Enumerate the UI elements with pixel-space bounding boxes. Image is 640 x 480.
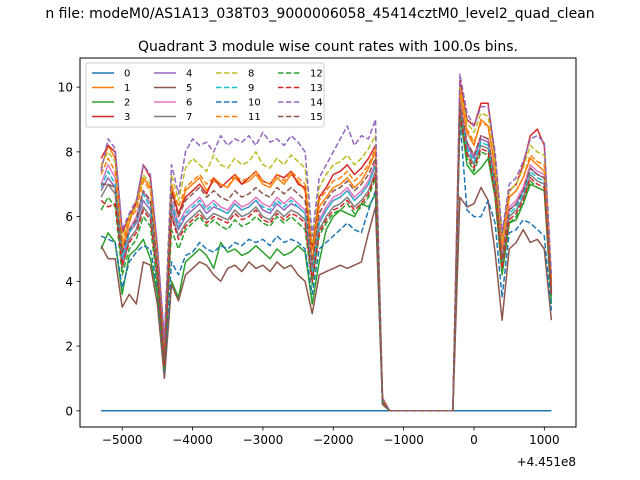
series-line-5 bbox=[100, 186, 553, 412]
legend-entry: 7 bbox=[186, 112, 192, 123]
legend-entry: 12 bbox=[310, 69, 323, 80]
plot-frame bbox=[79, 57, 577, 428]
legend-box bbox=[85, 62, 325, 128]
x-tick-label: −3000 bbox=[243, 433, 284, 447]
legend-entry: 2 bbox=[124, 98, 130, 109]
legend-entry: 4 bbox=[186, 69, 192, 80]
x-tick-label: −4000 bbox=[172, 433, 213, 447]
y-tick-label: 6 bbox=[65, 210, 73, 224]
legend-entry: 15 bbox=[310, 112, 323, 123]
series-line-13 bbox=[100, 112, 553, 412]
legend-entry: 9 bbox=[248, 83, 254, 94]
y-tick-label: 8 bbox=[65, 145, 73, 159]
legend-entry: 5 bbox=[186, 83, 192, 94]
legend-entry: 1 bbox=[124, 83, 130, 94]
y-axis: 0 2 4 6 8 10 bbox=[58, 81, 80, 418]
legend-entry: 6 bbox=[186, 98, 192, 109]
x-tick-label: −2000 bbox=[313, 433, 354, 447]
legend-entry: 10 bbox=[248, 98, 261, 109]
legend-entry: 11 bbox=[248, 112, 261, 123]
x-tick-label: −1000 bbox=[383, 433, 424, 447]
series-line-10 bbox=[100, 118, 553, 412]
chart-supertitle: n file: modeM0/AS1A13_038T03_9000006058_… bbox=[45, 6, 594, 22]
y-tick-label: 4 bbox=[65, 275, 73, 289]
x-tick-label: 1000 bbox=[529, 433, 560, 447]
series-line-15 bbox=[101, 102, 553, 412]
plot-lines bbox=[100, 73, 553, 412]
x-axis-offset-label: +4.451e8 bbox=[517, 455, 576, 469]
legend-entry: 8 bbox=[248, 69, 254, 80]
legend-entry: 14 bbox=[310, 98, 323, 109]
x-tick-label: −5000 bbox=[102, 433, 143, 447]
chart-title: Quadrant 3 module wise count rates with … bbox=[138, 39, 518, 55]
legend-entry: 0 bbox=[124, 69, 130, 80]
x-axis: −5000 −4000 −3000 −2000 −1000 0 1000 bbox=[102, 427, 560, 447]
x-tick-label: 0 bbox=[470, 433, 478, 447]
series-line-14 bbox=[100, 73, 553, 412]
y-tick-label: 0 bbox=[65, 404, 73, 418]
y-tick-label: 2 bbox=[65, 340, 73, 354]
legend-entry: 13 bbox=[310, 83, 323, 94]
y-tick-label: 10 bbox=[58, 81, 73, 95]
legend-entry: 3 bbox=[124, 112, 130, 123]
